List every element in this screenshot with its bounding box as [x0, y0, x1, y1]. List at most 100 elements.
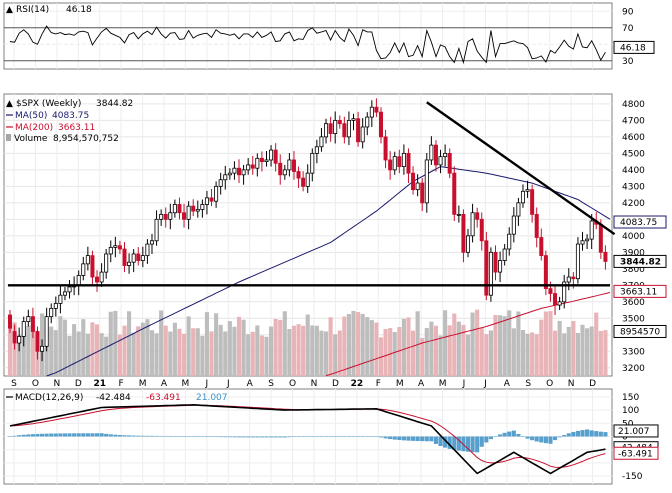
year-label: 22	[351, 379, 364, 389]
candle-body	[374, 106, 379, 113]
volume-bar	[250, 331, 255, 376]
macd-histogram-bar	[104, 433, 109, 437]
volume-bar	[433, 325, 439, 376]
macd-histogram-bar	[136, 435, 141, 437]
candle-body	[159, 213, 164, 220]
volume-bar	[145, 319, 150, 376]
macd-histogram-bar	[227, 436, 232, 438]
candle-body	[287, 159, 292, 171]
volume-bar	[420, 337, 425, 376]
value-tag-text-volume: 8954570	[620, 327, 660, 337]
macd-histogram-bar	[241, 436, 246, 438]
volume-bar	[7, 324, 13, 376]
volume-bar	[204, 312, 210, 376]
macd-histogram-bar	[85, 433, 90, 437]
volume-bar	[456, 321, 461, 376]
candle-body	[95, 276, 100, 283]
macd-histogram-bar	[145, 435, 150, 437]
candle-body	[127, 261, 132, 266]
volume-bar	[493, 314, 498, 376]
value-tag-text-ma50: 4083.75	[620, 218, 657, 228]
macd-tick-label: -150	[622, 472, 643, 482]
macd-histogram-bar	[140, 435, 145, 437]
month-label: A	[504, 379, 511, 389]
volume-bar	[594, 312, 599, 376]
candle-body	[557, 301, 562, 306]
macd-histogram-bar	[511, 430, 516, 437]
candle-body	[383, 136, 388, 161]
macd-histogram-bar	[346, 436, 351, 437]
rsi-series	[9, 25, 606, 65]
volume-bar	[585, 328, 590, 376]
macd-histogram-bar	[369, 436, 374, 437]
candle-body	[484, 240, 489, 296]
candle-body	[548, 288, 553, 294]
candle-body	[17, 336, 22, 344]
candle-body	[291, 159, 296, 172]
candle-body	[241, 169, 246, 176]
macd-histogram-bar	[323, 436, 329, 437]
month-label: J	[205, 379, 209, 389]
candle-body	[539, 237, 544, 257]
macd-histogram-bar	[305, 436, 310, 437]
macd-signal-value: -63.491	[146, 393, 181, 403]
volume-bar	[488, 330, 493, 376]
month-label: S	[525, 379, 531, 389]
candle-body	[328, 123, 333, 134]
macd-histogram-bar	[163, 435, 168, 437]
volume-bar	[319, 330, 324, 376]
candle-body	[493, 251, 498, 273]
rsi-value-tag	[613, 40, 655, 54]
candle-body	[498, 260, 503, 273]
candle-body	[511, 215, 516, 235]
candle-body	[305, 172, 310, 187]
volume-swatch	[6, 134, 11, 141]
volume-bar	[539, 319, 544, 376]
candle-body	[250, 164, 255, 169]
volume-bar	[333, 334, 338, 376]
candle-body	[76, 275, 81, 286]
candle-body	[342, 123, 347, 138]
month-label: J	[483, 379, 487, 389]
macd-histogram-bar	[218, 436, 223, 438]
month-label: M	[139, 379, 147, 389]
candle-body	[319, 136, 324, 148]
candle-body	[296, 171, 301, 179]
price-tick-label: 3300	[622, 347, 645, 357]
candle-body	[333, 119, 338, 134]
value-tag-text-close: 3844.82	[620, 257, 661, 267]
candle-body	[543, 255, 548, 289]
macd-histogram-bar	[131, 435, 136, 437]
price-tick-label: 3500	[622, 314, 645, 324]
month-label: D	[332, 379, 339, 389]
macd-histogram-bar	[383, 436, 388, 439]
volume-bar	[154, 333, 159, 376]
volume-bar	[278, 319, 283, 376]
volume-bar	[246, 334, 251, 376]
macd-histogram-bar	[200, 436, 205, 437]
candle-body	[58, 294, 63, 304]
candle-body	[227, 172, 232, 176]
macd-histogram-bar	[310, 436, 315, 437]
volume-bar	[26, 325, 31, 376]
candle-body	[392, 156, 397, 171]
volume-bar	[136, 326, 141, 376]
candle-body	[429, 144, 434, 161]
macd-histogram-bar	[378, 436, 384, 438]
macd-histogram-bar	[507, 431, 512, 437]
candle-body	[191, 205, 196, 212]
candle-body	[443, 152, 448, 158]
month-label: A	[247, 379, 254, 389]
macd-histogram-bar	[319, 436, 324, 437]
volume-bar	[369, 320, 374, 376]
macd-histogram-bar	[589, 430, 594, 437]
volume-bar	[76, 331, 81, 376]
macd-histogram-bar	[172, 435, 177, 437]
macd-histogram-bar	[99, 433, 104, 437]
volume-bar	[21, 331, 26, 376]
macd-histogram-bar	[127, 435, 132, 437]
macd-tick-label: 100	[622, 406, 639, 416]
macd-histogram-bar	[195, 436, 200, 437]
price-tick-label: 3900	[622, 248, 645, 258]
macd-histogram-bar	[328, 436, 333, 437]
